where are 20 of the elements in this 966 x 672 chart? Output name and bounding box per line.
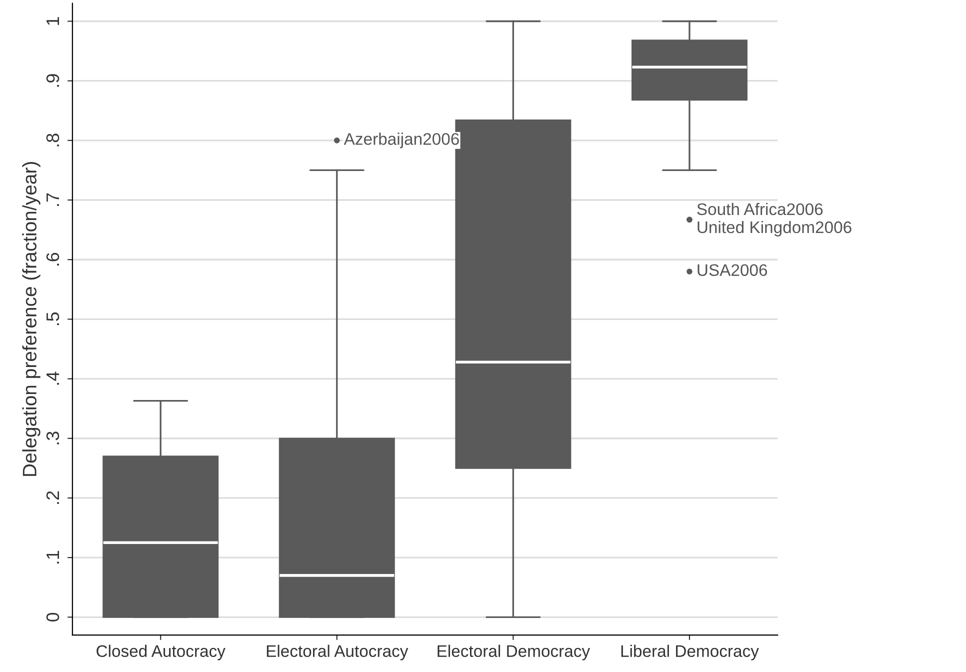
annotation: USA2006 [698, 264, 768, 276]
y-tick-label: .1 [46, 550, 59, 564]
y-tick-label: .4 [46, 372, 59, 385]
y-tick-label: .7 [46, 193, 59, 206]
y-tick-label: .3 [46, 432, 60, 444]
y-tick-label: .9 [46, 74, 60, 87]
y-tick-label: .8 [46, 134, 60, 146]
y-tick-label: 0 [46, 612, 60, 622]
x-tick-label: Electoral Autocracy [266, 644, 408, 660]
y-axis-title: Delegation preference (fraction/year) [22, 162, 40, 476]
annotation: United Kingdom2006 [698, 220, 852, 236]
x-tick-label: Closed Autocracy [96, 644, 226, 660]
x-tick-label: Electoral Democracy [438, 644, 590, 660]
y-tick-label: .6 [46, 252, 60, 266]
y-tick-label: 1 [46, 17, 59, 25]
x-tick-label: Liberal Democracy [621, 644, 759, 660]
annotation: South Africa2006 [697, 202, 823, 216]
y-tick-label: .2 [46, 491, 59, 504]
annotation: Azerbaijan2006 [344, 132, 459, 148]
y-tick-label: .5 [46, 312, 60, 326]
